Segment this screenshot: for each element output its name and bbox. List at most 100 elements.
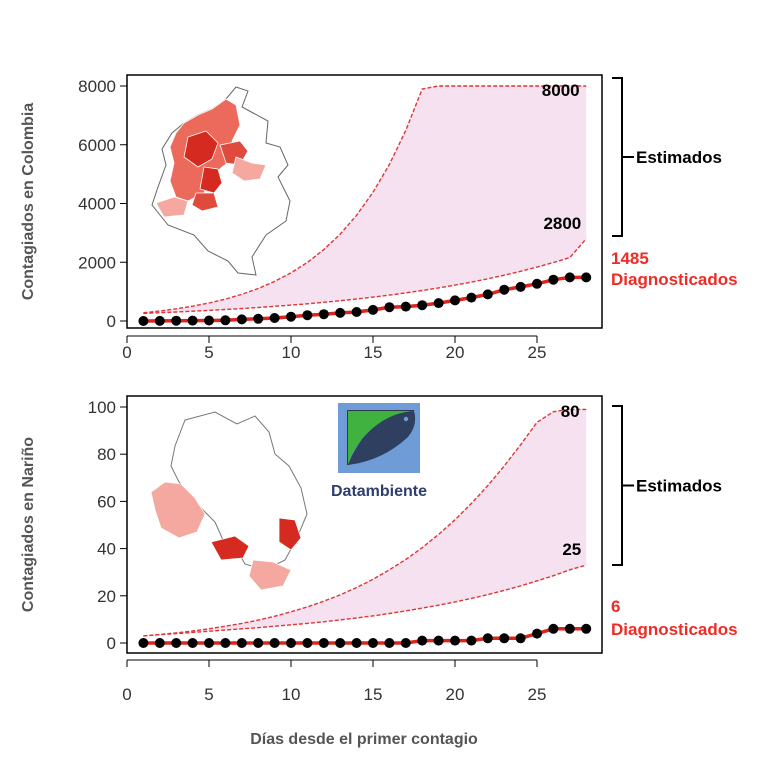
diagnosed-point [532,628,542,639]
diagnosed-point [482,289,493,300]
diagnosed-point [236,638,247,648]
diagnosed-point [400,638,411,648]
diagnosed-point [384,638,395,648]
x-tick-label: 10 [282,343,301,362]
diagnosed-point [417,300,428,311]
diagnosed-point [269,313,280,323]
diagnosed-point [417,635,428,646]
x-tick-label: 20 [446,685,465,704]
diagnosed-point [138,638,149,648]
diagnosed-point [154,638,165,648]
diagnosed-point [286,311,296,322]
diagnosed-point [466,292,477,303]
diagnosed-point [269,638,280,648]
x-tick-label: 5 [204,685,213,704]
x-axis-title: Días desde el primer contagio [250,731,478,748]
panel-1: 0 20 40 60 80 100 0 5 10 15 20 25 Contagiados en Nar… [20,398,738,704]
y-tick-label: 80 [97,445,116,464]
y-axis-title: Contagiados en Nariño [20,437,37,612]
y-tick-label: 0 [107,312,116,331]
diagnosed-point [351,307,362,317]
diagnosed-point [187,315,198,326]
y-tick-label: 100 [88,398,116,417]
diagnosed-line [143,275,587,323]
estimate-bracket [612,405,623,566]
diagnosed-point [236,314,247,325]
diagnosed-point [548,623,559,634]
estimate-lower-line [143,238,587,315]
y-tick-label: 60 [97,492,116,511]
diagnosed-point [450,635,460,646]
diagnosed-point [204,315,214,326]
diagnosed-point [581,623,592,634]
x-tick-label: 0 [122,343,131,362]
estimate-lower-line [143,564,587,637]
y-tick-label: 6000 [78,136,116,155]
diagnosed-point [400,301,411,312]
diagnosed-point [384,302,395,313]
colombia-map-icon [151,86,291,276]
diagnosed-point [368,638,378,648]
panel-0: 0 2000 4000 6000 8000 0 5 10 15 20 25 Contagiados e… [20,77,738,362]
upper-estimate-label: 80 [561,402,580,421]
y-tick-label: 0 [107,634,116,653]
datambiente-logo-text: Datambiente [331,483,427,500]
diagnosed-label: Diagnosticados [611,270,738,289]
diagnosed-point [515,281,526,292]
diagnosed-value-label: 6 [611,597,620,616]
diagnosed-label: Diagnosticados [611,620,738,639]
x-tick-label: 25 [528,343,547,362]
y-tick-label: 4000 [78,195,116,214]
estimate-bracket [612,77,623,237]
x-tick-label: 0 [122,685,131,704]
plot-frame-narino [126,395,603,654]
diagnosed-line [143,627,587,645]
diagnosed-point [564,272,575,283]
diagnosed-point [433,635,444,646]
x-tick-label: 20 [446,343,465,362]
x-tick-label: 5 [204,343,213,362]
diagnosed-point [548,274,559,285]
diagnosed-point [253,638,264,648]
diagnosed-point [335,307,346,318]
diagnosed-point [171,638,182,648]
diagnosed-value-label: 1485 [611,249,649,268]
plot-frame-colombia [126,74,603,329]
x-tick-label: 15 [364,685,383,704]
diagnosed-point [450,295,460,306]
diagnosed-point [187,638,198,648]
diagnosed-point [564,623,575,634]
y-axis-title: Contagiados en Colombia [20,103,37,300]
x-tick-label: 25 [528,685,547,704]
diagnosed-point [286,638,296,648]
diagnosed-point [220,315,231,326]
lower-estimate-label: 25 [562,540,581,559]
diagnosed-point [318,309,329,320]
diagnosed-point [220,638,231,648]
estimate-band [143,86,587,314]
x-tick-label: 15 [364,343,383,362]
diagnosed-point [302,638,313,648]
diagnosed-point [581,272,592,283]
diagnosed-point [466,635,477,646]
y-tick-label: 2000 [78,253,116,272]
diagnosed-point [204,638,214,648]
diagnosed-point [302,310,313,321]
estimados-label: Estimados [636,477,722,496]
estimate-band [143,409,587,636]
estimate-upper-line [143,85,587,314]
estimate-upper-line [143,408,587,637]
diagnosed-point [515,633,526,644]
diagnosed-point [499,633,510,644]
diagnosed-point [318,638,329,648]
x-tick-label: 10 [282,685,301,704]
narino-map-icon [150,411,308,591]
diagnosed-point [351,638,362,648]
diagnosed-point [154,315,165,326]
datambiente-logo: Datambiente [331,403,427,500]
upper-estimate-label: 8000 [542,81,580,100]
diagnosed-point [499,284,510,295]
diagnosed-point [335,638,346,648]
diagnosed-point [368,304,378,315]
